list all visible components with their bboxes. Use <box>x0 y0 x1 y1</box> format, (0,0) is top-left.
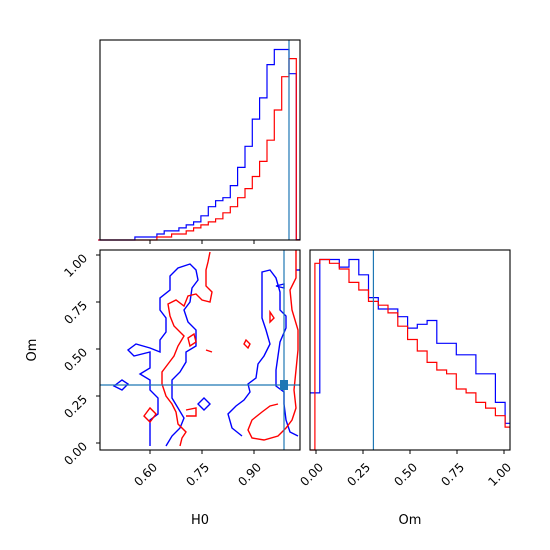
joint-xlabel: H0 <box>191 513 209 528</box>
joint-xticks: 0.60 0.75 0.90 <box>131 450 264 489</box>
joint-contours-red <box>143 250 299 447</box>
contour-blue-left <box>126 263 199 447</box>
joint-ytick-label: 0.25 <box>61 392 90 421</box>
om-marginal-frame <box>309 249 511 451</box>
joint-xtick-label: 0.60 <box>131 460 160 489</box>
om-xtick-label: 0.75 <box>438 460 467 489</box>
contour-red-blob-4 <box>205 349 213 353</box>
joint-xtick-label: 0.90 <box>235 460 264 489</box>
joint-ytick-label: 0.00 <box>61 439 90 468</box>
h0-histogram-series-2 <box>98 58 300 241</box>
contour-red-blob-3 <box>185 407 197 417</box>
om-histogram-series-2 <box>310 258 510 451</box>
om-xtick-label: 0.25 <box>344 460 373 489</box>
joint-panel-frame <box>99 249 301 451</box>
h0-marginal-frame <box>99 39 301 241</box>
joint-contours-blue <box>112 263 300 447</box>
h0-om-joint-panel: 0.60 0.75 0.90 0.00 0.25 0.50 0.75 1.00 … <box>25 249 301 528</box>
contour-red-blob-5 <box>243 338 251 350</box>
contour-red-blob-1 <box>187 332 197 348</box>
om-xtick-label: 0.50 <box>391 460 420 489</box>
joint-ytick-label: 0.75 <box>61 298 90 327</box>
om-marginal-panel: 0.00 0.25 0.50 0.75 1.00 Om <box>297 249 514 528</box>
joint-truth-marker <box>280 380 288 390</box>
om-xtick-label: 0.00 <box>297 460 326 489</box>
om-xtick-label: 1.00 <box>485 460 514 489</box>
joint-ylabel: Om <box>25 339 40 362</box>
om-histogram-series-1 <box>310 258 510 424</box>
om-xticks: 0.00 0.25 0.50 0.75 1.00 <box>297 450 514 489</box>
om-xlabel: Om <box>399 513 422 528</box>
joint-ytick-label: 0.50 <box>61 345 90 374</box>
contour-blue-mark-2 <box>197 397 211 411</box>
om-histogram-series-group <box>310 258 510 451</box>
contour-red-right <box>247 250 299 441</box>
contour-red-left <box>161 251 213 447</box>
h0-histogram-series-group <box>98 48 300 241</box>
joint-xtick-label: 0.75 <box>183 460 212 489</box>
contour-red-blob-6 <box>269 309 275 324</box>
h0-marginal-panel <box>98 39 301 244</box>
contour-red-blob-2 <box>143 406 157 424</box>
joint-ytick-label: 1.00 <box>61 251 90 280</box>
contour-blue-right <box>227 269 299 437</box>
h0-marginal-xticks <box>149 240 255 244</box>
contour-blue-mark-1 <box>112 379 130 391</box>
joint-yticks: 0.00 0.25 0.50 0.75 1.00 <box>61 251 100 468</box>
h0-histogram-series-1 <box>98 48 300 241</box>
